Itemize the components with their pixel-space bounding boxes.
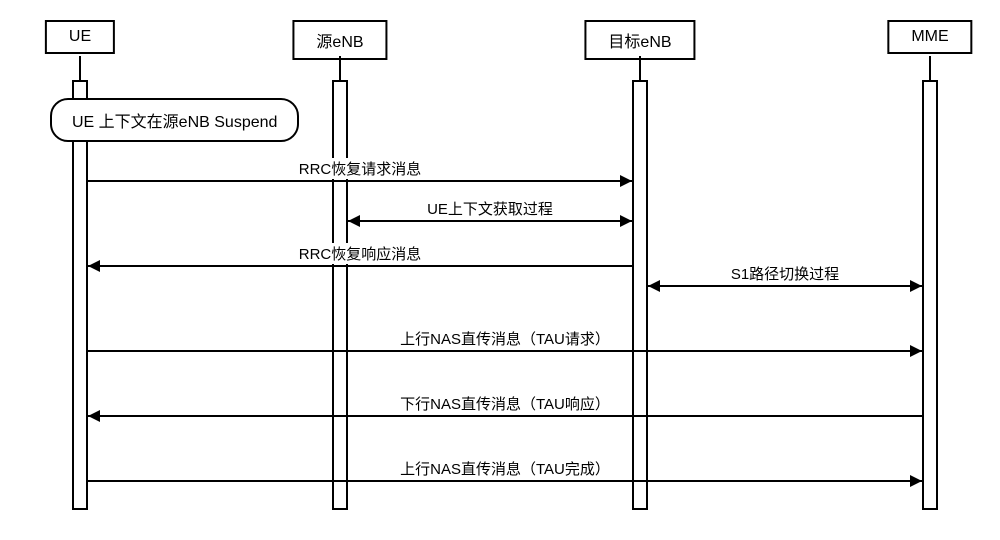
msg-line-0 [88, 180, 632, 182]
msg-line-5 [88, 415, 922, 417]
msg-label-4: 上行NAS直传消息（TAU请求） [396, 328, 614, 349]
actor-mme: MME [887, 20, 972, 54]
msg-arrow-0 [620, 175, 632, 187]
msg-label-3: S1路径切换过程 [727, 263, 843, 284]
activation-mme [922, 80, 938, 510]
msg-line-3 [648, 285, 922, 287]
msg-label-2: RRC恢复响应消息 [295, 243, 426, 264]
msg-line-6 [88, 480, 922, 482]
msg-label-6: 上行NAS直传消息（TAU完成） [396, 458, 614, 479]
msg-arrow-4 [910, 345, 922, 357]
msg-arrow-5 [88, 410, 100, 422]
msg-arrow-2 [88, 260, 100, 272]
msg-label-5: 下行NAS直传消息（TAU响应） [396, 393, 614, 414]
msg-arrow-r-1 [620, 215, 632, 227]
note-suspend: UE 上下文在源eNB Suspend [50, 98, 299, 142]
sequence-diagram: UE 源eNB 目标eNB MME UE 上下文在源eNB Suspend RRC恢复请求… [20, 20, 980, 520]
actor-src: 源eNB [292, 20, 387, 60]
actor-tgt: 目标eNB [584, 20, 695, 60]
activation-ue [72, 80, 88, 510]
msg-arrow-6 [910, 475, 922, 487]
msg-line-4 [88, 350, 922, 352]
msg-line-1 [348, 220, 632, 222]
msg-label-0: RRC恢复请求消息 [295, 158, 426, 179]
msg-arrow-l-1 [348, 215, 360, 227]
actor-ue: UE [45, 20, 115, 54]
activation-tgt [632, 80, 648, 510]
msg-arrow-r-3 [910, 280, 922, 292]
msg-line-2 [88, 265, 632, 267]
msg-label-1: UE上下文获取过程 [423, 198, 557, 219]
msg-arrow-l-3 [648, 280, 660, 292]
activation-src [332, 80, 348, 510]
